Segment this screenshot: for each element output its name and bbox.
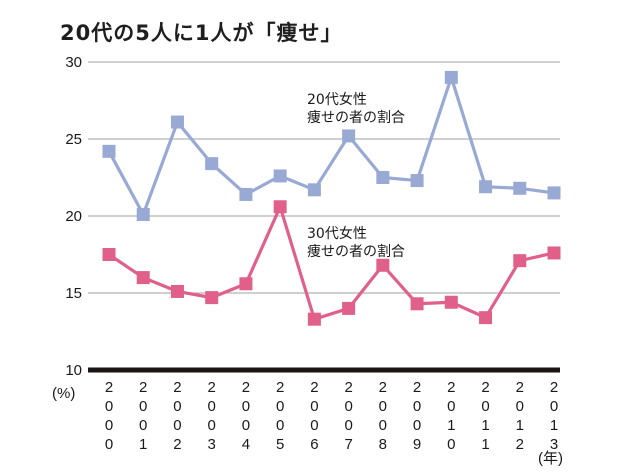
data-point — [307, 183, 321, 197]
series-label-30s-line1: 30代女性 — [307, 225, 367, 242]
y-axis-ticks: 30 25 20 15 10 — [65, 54, 82, 379]
data-point — [376, 258, 390, 272]
data-point — [479, 311, 493, 325]
data-point — [410, 174, 424, 188]
data-point — [444, 70, 458, 84]
series-label-20s-line1: 20代女性 — [307, 91, 367, 108]
series-label-30s-line2: 痩せの者の割合 — [307, 243, 405, 260]
y-tick-label: 30 — [65, 54, 82, 71]
data-point — [205, 291, 219, 305]
data-point — [513, 254, 527, 268]
series-label-20s-line2: 痩せの者の割合 — [307, 109, 405, 126]
data-point — [136, 271, 150, 285]
data-point — [102, 248, 116, 261]
data-point — [444, 295, 458, 309]
series-line-1 — [108, 205, 555, 321]
y-tick-label: 25 — [65, 131, 82, 148]
gridlines — [88, 61, 560, 373]
y-axis-unit-label: (%) — [52, 385, 75, 402]
data-point — [273, 169, 287, 183]
chart-title: 20代の5人に1人が「痩せ」 — [60, 21, 343, 45]
data-point — [547, 246, 561, 260]
y-tick-label: 20 — [65, 208, 82, 225]
data-point — [342, 301, 356, 315]
y-tick-label: 15 — [65, 285, 82, 302]
series-line-0 — [107, 75, 555, 217]
data-point — [547, 186, 561, 200]
data-point — [205, 157, 219, 171]
series-group — [102, 70, 561, 326]
data-point — [239, 277, 253, 291]
x-axis-unit-label: (年) — [538, 450, 563, 467]
data-point — [170, 284, 184, 298]
data-point — [136, 207, 150, 221]
data-point — [170, 115, 184, 129]
data-point — [513, 181, 527, 195]
data-point — [479, 180, 493, 194]
data-point — [239, 187, 253, 201]
data-point — [410, 297, 424, 311]
data-point — [102, 144, 116, 158]
y-tick-label: 10 — [65, 362, 82, 379]
data-point — [376, 171, 390, 184]
data-point — [342, 129, 356, 143]
data-point — [273, 200, 287, 214]
data-point — [307, 312, 321, 326]
x-axis-ticks: 2 0 0 0 2 0 0 1 2 0 0 2 2 0 0 3 2 0 0 4 2 0 0 5 2 0 0 6 2 0 0 7 2 0 0 8 2 0 0 9… — [105, 379, 558, 453]
